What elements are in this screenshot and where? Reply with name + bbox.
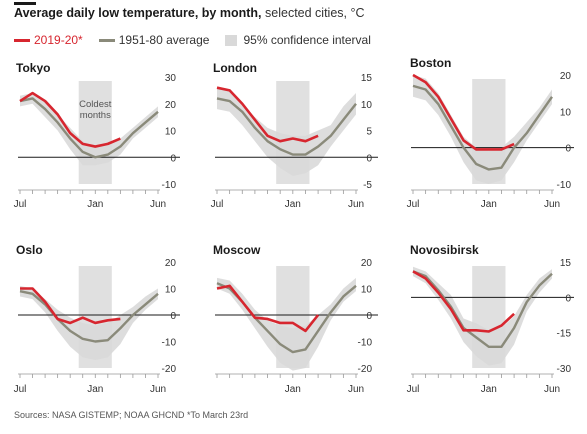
y-tick-label-oslo: 20 — [165, 258, 177, 269]
y-tick-label-moscow: -20 — [358, 364, 373, 375]
legend-swatch-band — [225, 34, 238, 46]
figure-title-sub: selected cities, °C — [265, 6, 365, 20]
series-current-london — [216, 86, 319, 143]
y-tick-label-boston: -10 — [557, 180, 572, 191]
y-tick-label-novosibirsk: -30 — [557, 364, 572, 375]
series-current-novosibirsk — [412, 270, 515, 333]
y-tick-label-boston: 0 — [565, 144, 571, 155]
x-tick-label-boston: Jul — [407, 199, 420, 210]
panel-title-boston: Boston — [410, 56, 451, 70]
series-average-novosibirsk — [412, 270, 553, 348]
x-tick-label-novosibirsk: Jun — [544, 384, 560, 395]
series-average-oslo — [19, 289, 159, 343]
series-current-moscow — [216, 284, 320, 333]
confidence-band-oslo — [20, 285, 158, 361]
coldest-months-band-tokyo — [78, 81, 112, 184]
series-average-tokyo — [19, 97, 159, 159]
figure-title-bold: Average daily low temperature, by month, — [14, 6, 262, 20]
series-average-boston — [412, 84, 553, 171]
legend-swatch-average — [98, 38, 115, 42]
y-tick-label-tokyo: 20 — [165, 100, 177, 111]
y-tick-label-boston: 10 — [560, 107, 572, 118]
legend-item-band: 95% confidence interval — [225, 33, 371, 47]
y-tick-label-oslo: -10 — [162, 338, 177, 349]
x-tick-label-boston: Jan — [481, 199, 497, 210]
panel-title-novosibirsk: Novosibirsk — [410, 243, 479, 257]
y-tick-label-novosibirsk: -15 — [557, 329, 572, 340]
panel-title-tokyo: Tokyo — [16, 61, 50, 75]
figure-title: Average daily low temperature, by month,… — [14, 6, 365, 20]
panel-title-moscow: Moscow — [213, 243, 261, 257]
confidence-band-london — [217, 87, 356, 176]
x-tick-label-novosibirsk: Jan — [481, 384, 497, 395]
source-note: Sources: NASA GISTEMP; NOAA GHCND *To Ma… — [14, 410, 249, 420]
panel-oslo: 20 10 0 -10 -20 Jul Jan Jun Oslo — [14, 243, 180, 395]
legend-label-current: 2019-20* — [34, 33, 83, 47]
x-tick-label-moscow: Jun — [348, 384, 364, 395]
x-tick-label-london: Jan — [285, 199, 301, 210]
legend: 2019-20* 1951-80 average 95% confidence … — [14, 33, 387, 47]
legend-item-current: 2019-20* — [14, 33, 83, 47]
y-tick-label-london: 0 — [366, 153, 372, 164]
x-tick-label-tokyo: Jan — [87, 199, 103, 210]
coldest-months-annotation: months — [80, 110, 111, 121]
x-tick-label-london: Jun — [348, 199, 364, 210]
y-tick-label-tokyo: 10 — [165, 127, 177, 138]
y-tick-label-tokyo: -10 — [162, 180, 177, 191]
y-tick-label-london: 10 — [361, 100, 373, 111]
x-tick-label-london: Jul — [211, 199, 224, 210]
legend-swatch-current — [14, 38, 30, 42]
legend-item-average: 1951-80 average — [98, 33, 210, 47]
series-current-tokyo — [19, 91, 121, 148]
series-average-london — [216, 97, 357, 156]
title-accent-bar — [14, 2, 36, 5]
series-current-boston — [412, 73, 515, 151]
confidence-band-boston — [413, 75, 552, 184]
panel-moscow: 20 10 0 -10 -20 Jan Jun Moscow — [213, 243, 378, 395]
panel-title-london: London — [213, 61, 257, 75]
y-tick-label-oslo: -20 — [162, 364, 177, 375]
legend-label-band: 95% confidence interval — [243, 33, 371, 47]
panel-london: 15 10 5 0 -5 Jul Jan Jun London — [211, 61, 378, 210]
y-tick-label-london: 15 — [361, 73, 373, 84]
x-tick-label-oslo: Jul — [14, 384, 27, 395]
y-tick-label-london: -5 — [363, 180, 372, 191]
x-tick-label-tokyo: Jun — [150, 199, 166, 210]
y-tick-label-tokyo: 30 — [165, 73, 177, 84]
y-tick-label-novosibirsk: 0 — [565, 293, 571, 304]
x-tick-label-moscow: Jan — [285, 384, 301, 395]
y-tick-label-oslo: 0 — [170, 311, 176, 322]
x-tick-label-boston: Jun — [544, 199, 560, 210]
y-tick-label-moscow: 10 — [361, 285, 373, 296]
y-tick-label-oslo: 10 — [165, 285, 177, 296]
panel-boston: 20 10 0 -10 Jul Jan Jun Boston — [407, 56, 574, 210]
x-tick-label-tokyo: Jul — [14, 199, 27, 210]
y-tick-label-novosibirsk: 15 — [560, 258, 572, 269]
panel-novosibirsk: 15 0 -15 -30 Jul Jan Jun Novosibirsk — [407, 243, 574, 395]
coldest-months-annotation: Coldest — [79, 99, 112, 110]
y-tick-label-moscow: 20 — [361, 258, 373, 269]
series-current-oslo — [20, 287, 121, 325]
y-tick-label-london: 5 — [366, 127, 372, 138]
legend-label-average: 1951-80 average — [118, 33, 210, 47]
y-tick-label-tokyo: 0 — [170, 153, 176, 164]
y-tick-label-moscow: 0 — [366, 311, 372, 322]
x-tick-label-oslo: Jun — [150, 384, 166, 395]
y-tick-label-moscow: -10 — [358, 338, 373, 349]
panel-title-oslo: Oslo — [16, 243, 43, 257]
x-tick-label-novosibirsk: Jul — [407, 384, 420, 395]
y-tick-label-boston: 20 — [560, 71, 572, 82]
x-tick-label-oslo: Jan — [87, 384, 103, 395]
